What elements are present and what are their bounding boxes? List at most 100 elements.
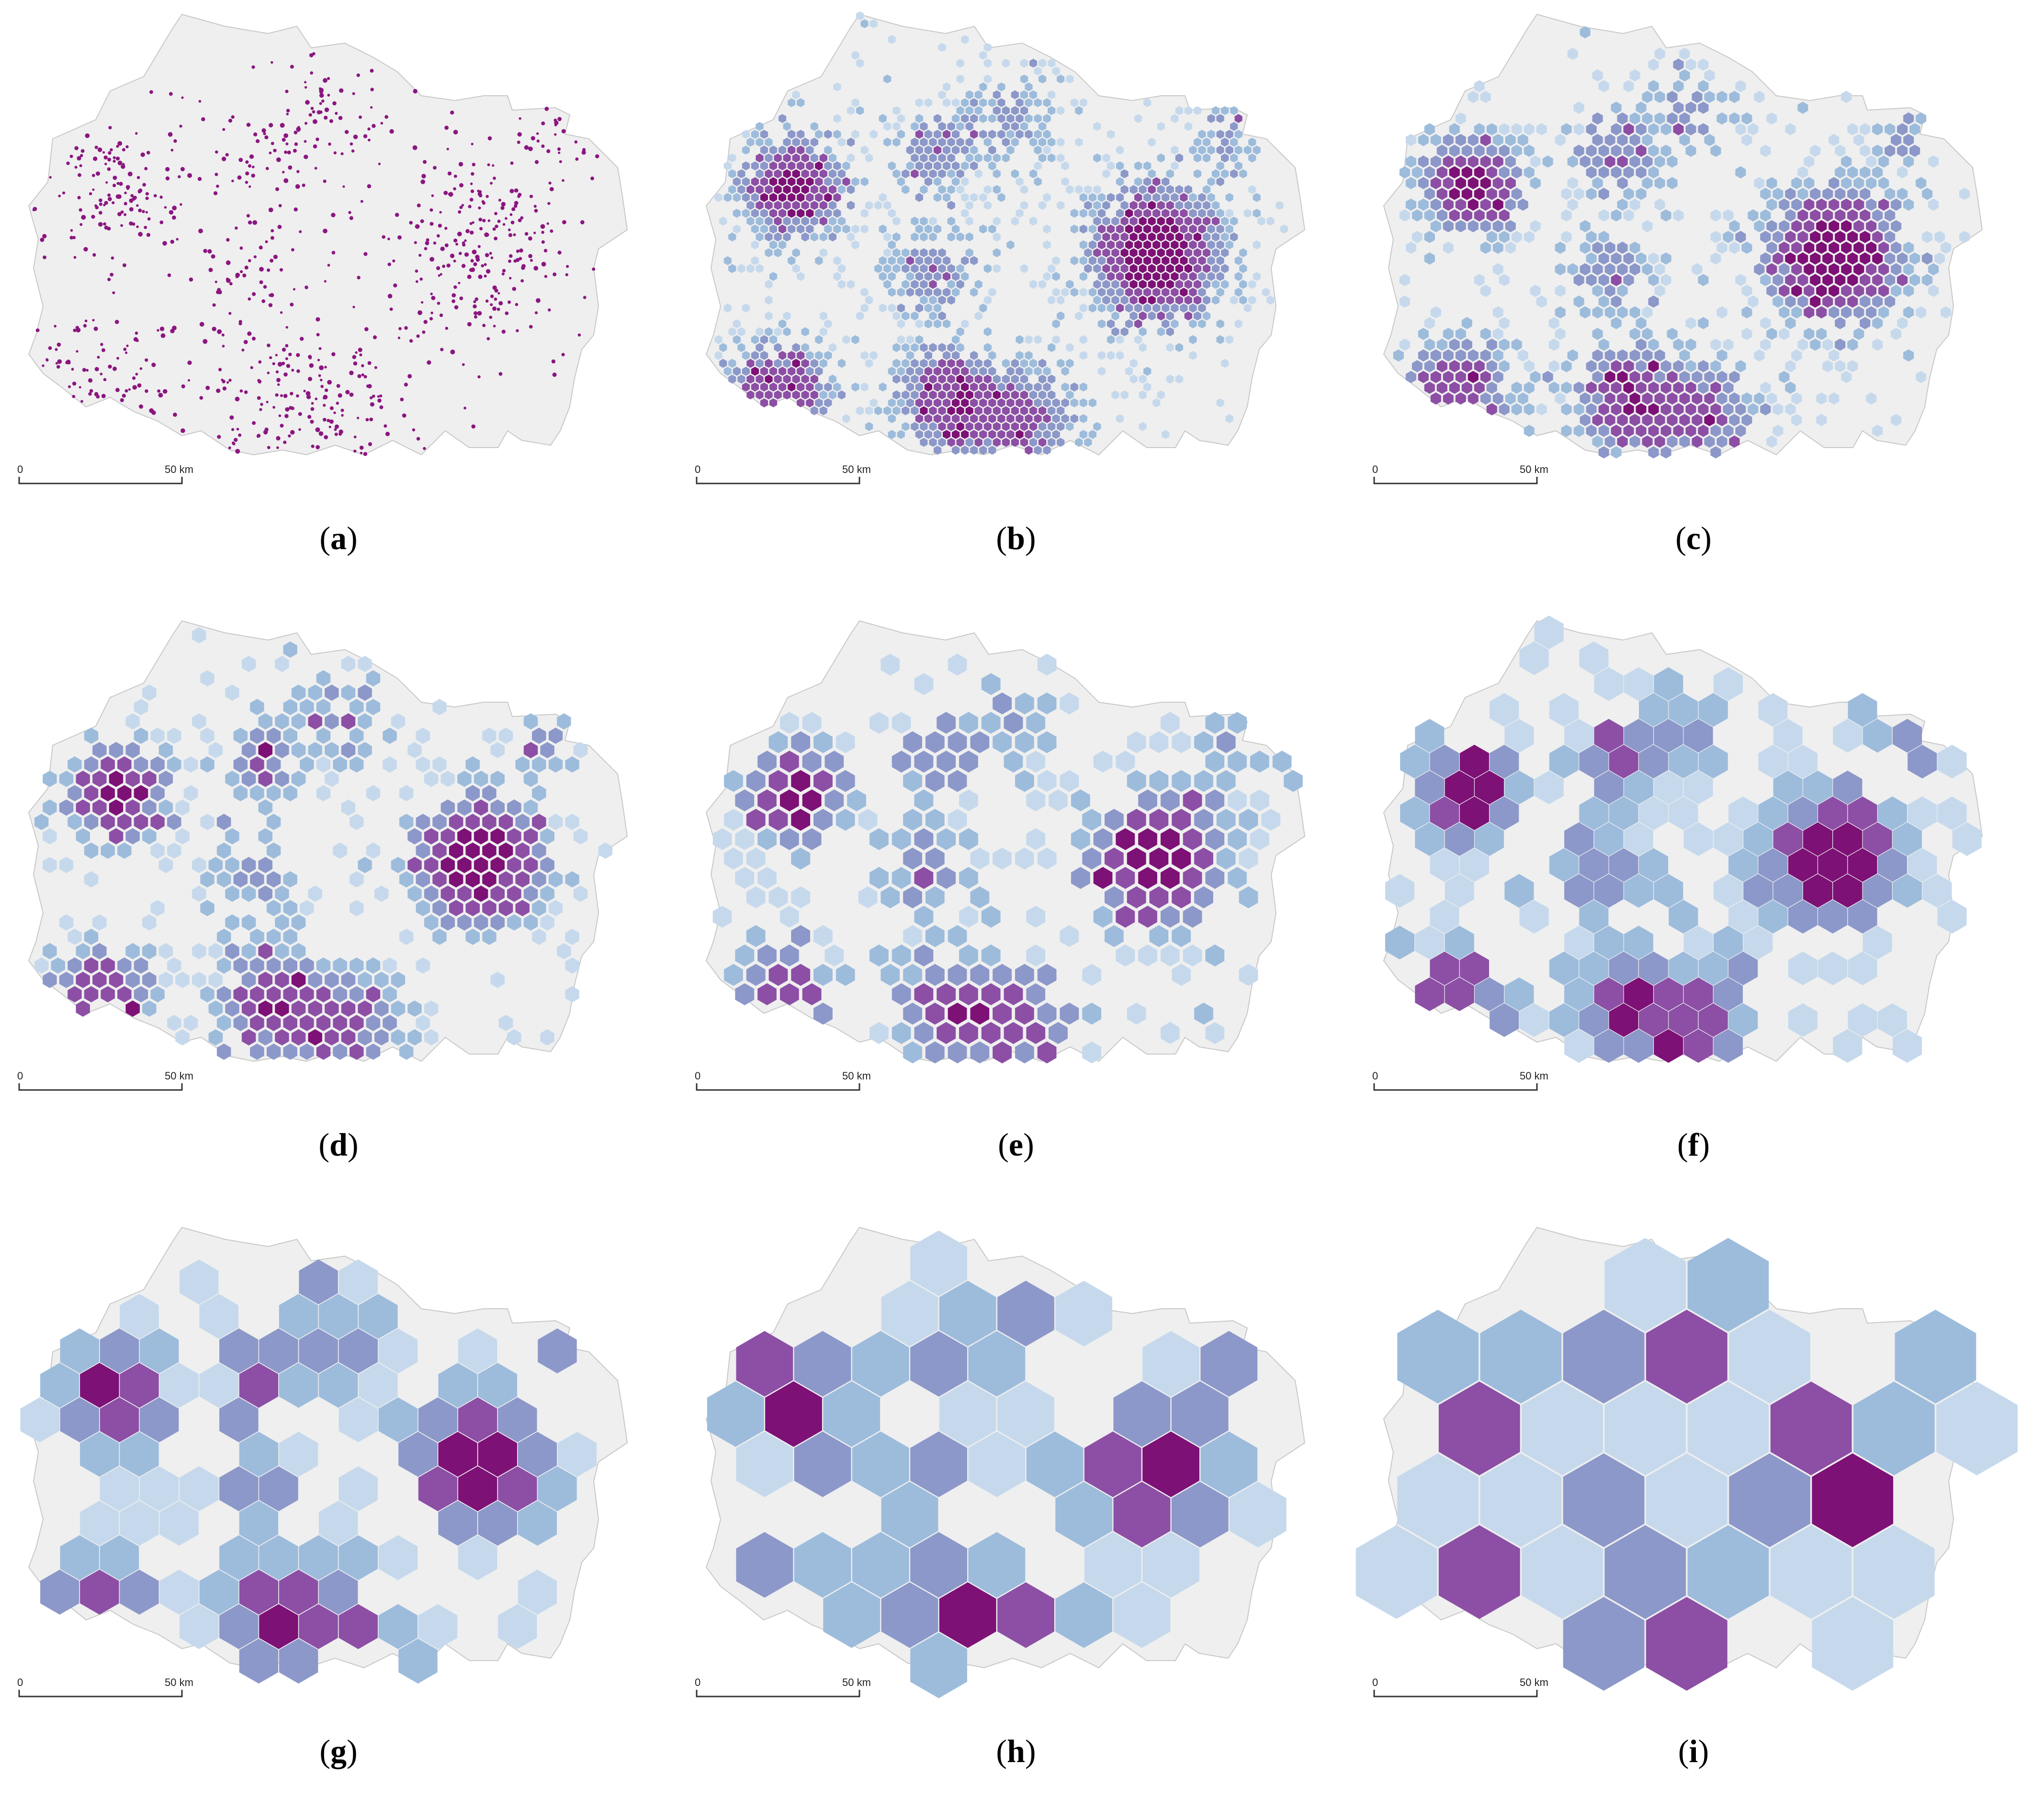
hex-cell xyxy=(1617,306,1628,319)
hex-cell xyxy=(1071,867,1090,889)
hex-cell xyxy=(1203,280,1211,289)
hex-cell xyxy=(1134,256,1142,265)
hex-cell xyxy=(937,712,956,734)
hex-cell xyxy=(1455,155,1466,168)
hex-cell xyxy=(299,1259,338,1304)
hex-cell xyxy=(1835,274,1846,286)
hex-cell xyxy=(714,193,722,202)
hex-cell xyxy=(1048,264,1056,273)
hex-cell xyxy=(938,359,946,368)
hex-cell xyxy=(1212,232,1220,242)
point-mark xyxy=(304,155,308,159)
hex-cell xyxy=(1803,874,1832,908)
point-mark xyxy=(133,195,137,200)
hex-cell xyxy=(837,280,846,289)
hex-cell xyxy=(1134,319,1142,328)
point-mark xyxy=(420,180,425,184)
hex-cell xyxy=(1399,274,1410,286)
hex-cell xyxy=(1468,177,1479,190)
hex-cell xyxy=(482,728,497,744)
hex-cell xyxy=(378,1604,418,1649)
hex-cell xyxy=(283,929,297,945)
hex-cell xyxy=(1648,123,1659,135)
hex-cell xyxy=(815,398,823,407)
point-mark xyxy=(215,150,218,154)
hex-cell xyxy=(856,311,864,321)
hex-cell xyxy=(1536,295,1547,308)
hex-cell xyxy=(407,828,422,844)
hex-cell xyxy=(1243,146,1252,155)
point-mark xyxy=(125,145,129,148)
point-mark xyxy=(266,401,269,404)
point-mark xyxy=(167,273,171,277)
point-mark xyxy=(242,273,247,278)
hex-cell xyxy=(1492,134,1503,146)
hex-cell xyxy=(1685,382,1696,394)
hex-cell xyxy=(892,106,901,115)
hex-cell xyxy=(993,106,1001,115)
hex-cell xyxy=(897,256,905,265)
hex-cell xyxy=(84,871,99,888)
point-mark xyxy=(55,348,58,351)
hex-cell xyxy=(806,146,814,155)
hex-cell xyxy=(1903,198,1914,211)
point-mark xyxy=(423,160,427,164)
hex-cell xyxy=(498,1466,537,1511)
point-mark xyxy=(122,393,126,398)
point-mark xyxy=(116,145,119,148)
hex-cell xyxy=(1449,382,1460,394)
hex-cell xyxy=(1654,977,1683,1011)
hex-cell xyxy=(1773,719,1803,753)
hex-cell xyxy=(1025,130,1033,139)
hex-cell xyxy=(117,843,132,859)
hex-cell xyxy=(199,1363,238,1408)
hex-cell xyxy=(490,771,505,787)
hex-cell xyxy=(965,153,973,163)
hex-cell xyxy=(1111,390,1119,400)
hex-cell xyxy=(134,986,148,1002)
point-mark xyxy=(469,268,473,272)
hex-cell xyxy=(1020,185,1028,194)
point-mark xyxy=(203,339,208,344)
hex-cell xyxy=(117,814,132,830)
hex-cell xyxy=(158,943,173,959)
point-mark xyxy=(295,184,300,189)
point-mark xyxy=(305,100,310,105)
hex-cell xyxy=(1735,231,1746,243)
hex-cell xyxy=(791,886,811,909)
hex-cell xyxy=(1480,371,1491,383)
hex-cell xyxy=(1592,69,1603,82)
hex-cell xyxy=(1679,134,1690,146)
hex-cell xyxy=(1212,248,1220,258)
hex-cell xyxy=(1829,134,1840,146)
hex-cell xyxy=(76,1000,90,1017)
point-mark xyxy=(126,344,129,348)
hex-cell xyxy=(1863,874,1892,908)
hex-cell xyxy=(1157,295,1165,305)
hex-cell xyxy=(1629,327,1640,340)
hex-cell xyxy=(279,1294,318,1339)
hex-cell xyxy=(797,398,805,407)
hex-cell xyxy=(266,957,281,974)
hex-cell xyxy=(100,1535,139,1580)
hex-cell xyxy=(1499,166,1510,179)
hex-cell xyxy=(1011,390,1019,400)
hex-cell xyxy=(1860,317,1871,329)
hex-cell xyxy=(1082,964,1101,986)
caption-close-paren: ) xyxy=(1699,1126,1710,1163)
map-i: 0 50 km xyxy=(1355,1226,2018,1697)
hex-cell xyxy=(774,153,782,163)
hex-cell xyxy=(938,90,946,100)
hex-cell xyxy=(1034,382,1042,392)
hex-cell xyxy=(548,814,563,830)
point-mark xyxy=(62,191,66,195)
hex-cell xyxy=(1193,137,1202,147)
hex-cell xyxy=(1598,274,1609,286)
point-mark xyxy=(430,292,433,295)
hex-cell xyxy=(1517,134,1528,146)
hex-cell xyxy=(733,319,741,328)
hex-cell xyxy=(1499,231,1510,243)
hex-cell xyxy=(279,1363,318,1408)
hex-cell xyxy=(733,225,741,234)
hex-cell xyxy=(1088,430,1096,439)
